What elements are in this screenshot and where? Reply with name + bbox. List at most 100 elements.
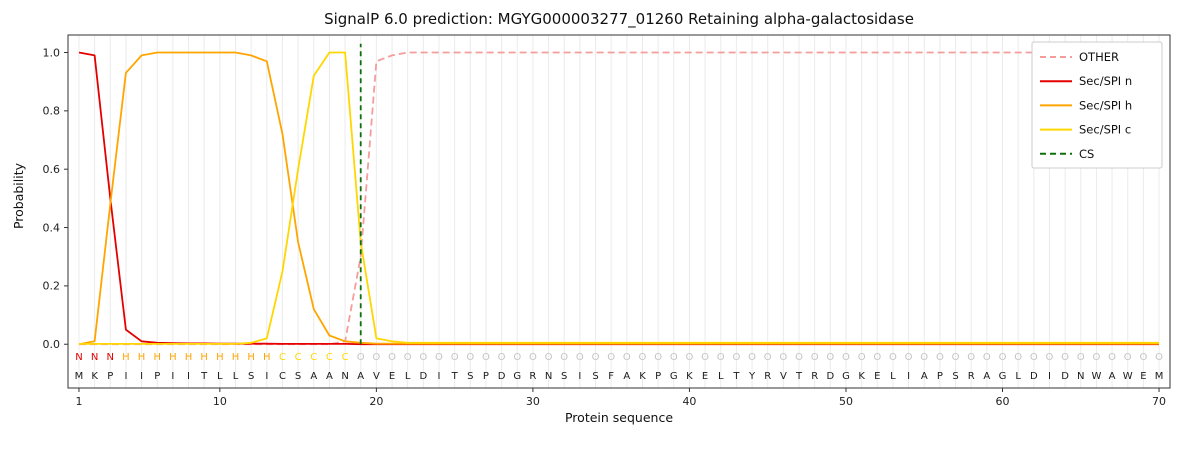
region-letter: O <box>576 352 584 363</box>
region-letter: O <box>1046 352 1054 363</box>
sequence-letter: G <box>842 371 850 382</box>
series-line-sec-spi-h <box>78 51 1159 346</box>
sequence-letter: D <box>498 371 506 382</box>
legend-label: OTHER <box>1079 50 1119 64</box>
region-letter: O <box>795 352 803 363</box>
region-letter: O <box>482 352 490 363</box>
region-letter: O <box>858 352 866 363</box>
region-letter: O <box>1030 352 1038 363</box>
sequence-letter: S <box>952 371 958 382</box>
region-letter: O <box>639 352 647 363</box>
sequence-letter: T <box>200 371 208 382</box>
sequence-letter: W <box>1091 371 1101 382</box>
x-tick-label: 50 <box>839 395 853 408</box>
sequence-letter: A <box>357 371 364 382</box>
region-letter: N <box>91 352 98 363</box>
region-letter: O <box>466 352 474 363</box>
region-letter: O <box>811 352 819 363</box>
region-letter: O <box>1077 352 1085 363</box>
region-letter: O <box>952 352 960 363</box>
sequence-letter: G <box>513 371 521 382</box>
region-letter: O <box>670 352 678 363</box>
sequence-letter: K <box>639 371 646 382</box>
region-letter: H <box>153 352 161 363</box>
sequence-letter: M <box>1155 371 1164 382</box>
series-line-sec-spi-c <box>79 51 1159 345</box>
region-letter: O <box>372 352 380 363</box>
region-letter: O <box>607 352 615 363</box>
sequence-letter: K <box>686 371 693 382</box>
region-letter: O <box>529 352 537 363</box>
legend-label: Sec/SPI n <box>1079 74 1132 88</box>
sequence-letter: L <box>718 371 724 382</box>
sequence-letter: D <box>1030 371 1038 382</box>
sequence-letter: K <box>858 371 865 382</box>
region-letter: C <box>295 352 302 363</box>
x-tick-label: 30 <box>526 395 540 408</box>
sequence-letter: I <box>187 371 190 382</box>
sequence-letter: A <box>623 371 630 382</box>
y-tick-label: 0.4 <box>43 221 61 234</box>
region-letter: H <box>232 352 240 363</box>
sequence-letter: S <box>467 371 473 382</box>
sequence-letter: L <box>1015 371 1021 382</box>
region-letter: O <box>1108 352 1116 363</box>
region-letter: O <box>1124 352 1132 363</box>
region-letter: O <box>842 352 850 363</box>
sequence-letter: N <box>545 371 552 382</box>
region-letter: O <box>920 352 928 363</box>
sequence-letter: I <box>1048 371 1051 382</box>
region-letter: O <box>1092 352 1100 363</box>
sequence-letter: I <box>907 371 910 382</box>
sequence-letter: R <box>529 371 536 382</box>
y-tick-label: 0.0 <box>43 338 61 351</box>
region-letter: H <box>200 352 208 363</box>
region-letter: O <box>498 352 506 363</box>
region-letter: O <box>983 352 991 363</box>
sequence-letter: E <box>1140 371 1146 382</box>
sequence-letter: R <box>811 371 818 382</box>
sequence-letter: F <box>608 371 614 382</box>
sequence-letter: I <box>124 371 127 382</box>
sequence-letter: P <box>937 371 943 382</box>
region-letter: O <box>967 352 975 363</box>
region-letter: O <box>1155 352 1163 363</box>
sequence-letter: L <box>217 371 223 382</box>
x-tick-label: 20 <box>369 395 383 408</box>
sequence-letter: A <box>326 371 333 382</box>
sequence-letter: N <box>341 371 348 382</box>
sequence-letter: A <box>310 371 317 382</box>
sequence-letter: P <box>483 371 489 382</box>
sequence-letter: S <box>592 371 598 382</box>
region-letter: O <box>451 352 459 363</box>
sequence-letter: K <box>91 371 98 382</box>
y-tick-label: 0.2 <box>43 280 61 293</box>
sequence-letter: I <box>578 371 581 382</box>
region-letter: O <box>905 352 913 363</box>
sequence-letter: S <box>561 371 567 382</box>
region-letter: O <box>1061 352 1069 363</box>
region-letter: O <box>999 352 1007 363</box>
region-letter: C <box>326 352 333 363</box>
region-letter: O <box>545 352 553 363</box>
y-tick-label: 0.8 <box>43 105 61 118</box>
legend-label: Sec/SPI c <box>1079 123 1131 137</box>
region-letter: N <box>75 352 82 363</box>
sequence-letter: W <box>1123 371 1133 382</box>
region-letter: C <box>310 352 317 363</box>
region-letter: O <box>686 352 694 363</box>
x-tick-label: 40 <box>682 395 696 408</box>
sequence-letter: D <box>1061 371 1069 382</box>
sequence-letter: N <box>1077 371 1084 382</box>
sequence-letter: Y <box>748 371 756 382</box>
x-tick-label: 1 <box>75 395 82 408</box>
sequence-letter: D <box>826 371 834 382</box>
sequence-letter: C <box>279 371 286 382</box>
sequence-letter: I <box>171 371 174 382</box>
x-tick-label: 60 <box>996 395 1010 408</box>
region-letter: H <box>263 352 271 363</box>
region-letter: H <box>247 352 255 363</box>
sequence-letter: E <box>874 371 880 382</box>
